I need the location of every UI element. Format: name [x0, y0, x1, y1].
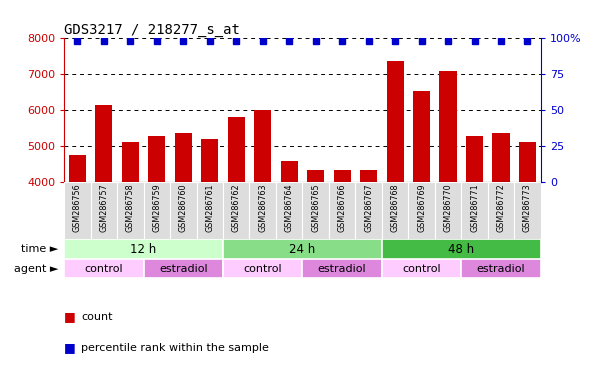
Text: 24 h: 24 h [290, 243, 315, 256]
Bar [254, 110, 271, 182]
Bar [360, 170, 377, 182]
Text: ■: ■ [64, 310, 76, 323]
Bar [144, 182, 170, 239]
Bar [95, 105, 112, 182]
Text: control: control [84, 264, 123, 274]
Text: ■: ■ [64, 341, 76, 354]
Bar [117, 182, 144, 239]
Bar [302, 259, 382, 278]
Text: GSM286766: GSM286766 [338, 184, 346, 232]
Bar [466, 136, 483, 182]
Text: GSM286767: GSM286767 [364, 184, 373, 232]
Text: GSM286760: GSM286760 [179, 184, 188, 232]
Bar [223, 239, 382, 259]
Bar [387, 61, 404, 182]
Text: 48 h: 48 h [448, 243, 474, 256]
Bar [302, 182, 329, 239]
Text: estradiol: estradiol [318, 264, 367, 274]
Bar [329, 182, 356, 239]
Text: GSM286772: GSM286772 [497, 184, 505, 232]
Bar [223, 182, 249, 239]
Text: GSM286759: GSM286759 [152, 184, 161, 232]
Bar [64, 182, 90, 239]
Bar [144, 259, 223, 278]
Text: GSM286762: GSM286762 [232, 184, 241, 232]
Text: GSM286773: GSM286773 [523, 184, 532, 232]
Text: time ►: time ► [21, 244, 58, 254]
Bar [122, 142, 139, 182]
Bar [488, 182, 514, 239]
Text: percentile rank within the sample: percentile rank within the sample [81, 343, 269, 353]
Bar [408, 182, 435, 239]
Bar [175, 134, 192, 182]
Bar [307, 170, 324, 182]
Text: count: count [81, 312, 113, 322]
Text: control: control [243, 264, 282, 274]
Text: GDS3217 / 218277_s_at: GDS3217 / 218277_s_at [64, 23, 240, 37]
Text: GSM286758: GSM286758 [126, 184, 135, 232]
Text: control: control [402, 264, 441, 274]
Bar [228, 117, 245, 182]
Bar [69, 155, 86, 182]
Text: GSM286768: GSM286768 [390, 184, 400, 232]
Bar [492, 133, 510, 182]
Text: GSM286769: GSM286769 [417, 184, 426, 232]
Bar [64, 259, 144, 278]
Bar [90, 182, 117, 239]
Bar [356, 182, 382, 239]
Bar [382, 259, 461, 278]
Bar [382, 239, 541, 259]
Bar [170, 182, 197, 239]
Bar [461, 259, 541, 278]
Text: GSM286771: GSM286771 [470, 184, 479, 232]
Text: estradiol: estradiol [159, 264, 208, 274]
Bar [461, 182, 488, 239]
Text: GSM286763: GSM286763 [258, 184, 267, 232]
Bar [435, 182, 461, 239]
Text: GSM286764: GSM286764 [285, 184, 294, 232]
Bar [249, 182, 276, 239]
Bar [201, 139, 218, 182]
Bar [519, 142, 536, 182]
Bar [280, 161, 298, 182]
Text: agent ►: agent ► [13, 264, 58, 274]
Text: GSM286770: GSM286770 [444, 184, 453, 232]
Bar [276, 182, 302, 239]
Text: GSM286757: GSM286757 [100, 184, 108, 232]
Bar [64, 239, 223, 259]
Bar [148, 136, 166, 182]
Bar [514, 182, 541, 239]
Bar [382, 182, 408, 239]
Text: GSM286756: GSM286756 [73, 184, 82, 232]
Bar [413, 91, 430, 182]
Bar [223, 259, 302, 278]
Bar [439, 71, 456, 182]
Bar [197, 182, 223, 239]
Bar [334, 170, 351, 182]
Text: GSM286761: GSM286761 [205, 184, 214, 232]
Text: estradiol: estradiol [477, 264, 525, 274]
Text: 12 h: 12 h [131, 243, 156, 256]
Text: GSM286765: GSM286765 [311, 184, 320, 232]
